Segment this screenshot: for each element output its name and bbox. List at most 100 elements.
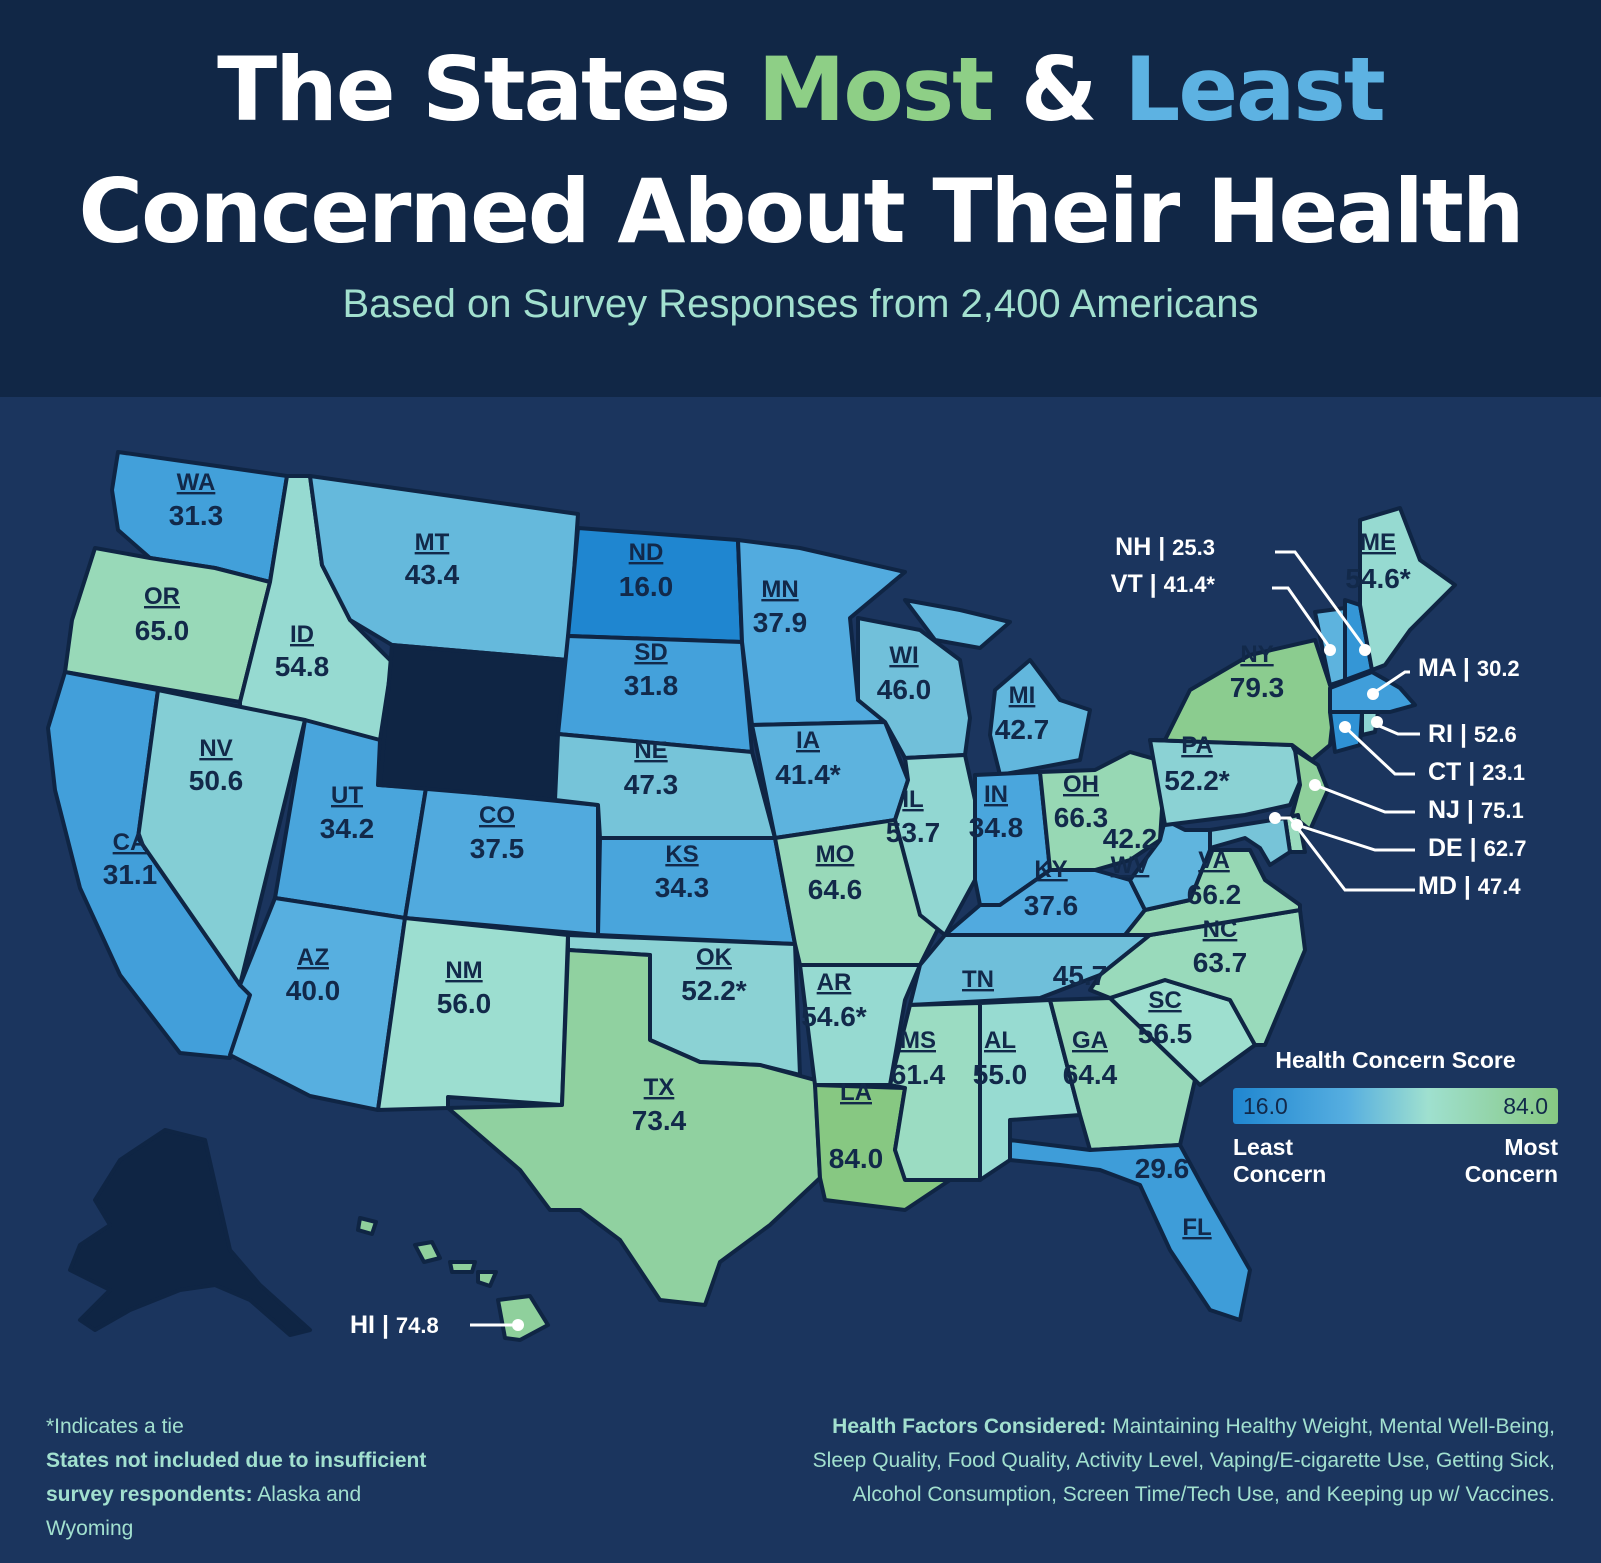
callout-value-ma: 30.2 bbox=[1477, 656, 1520, 681]
state-me[interactable] bbox=[1358, 506, 1457, 672]
state-value-wa: 31.3 bbox=[169, 500, 224, 531]
footnote-left: *Indicates a tie States not included due… bbox=[46, 1410, 446, 1546]
legend-title: Health Concern Score bbox=[1275, 1047, 1516, 1073]
excluded-states-list: Alaska and Wyoming bbox=[46, 1483, 362, 1540]
state-labels: WA 31.3 OR 65.0 CA 31.1 ID 54.8 NV 50.6 MT 43.4 UT 34… bbox=[103, 469, 1527, 1339]
state-value-mn: 37.9 bbox=[753, 607, 808, 638]
us-map: WA 31.3 OR 65.0 CA 31.1 ID 54.8 NV 50.6 MT 43.4 UT 34… bbox=[46, 450, 1527, 1342]
state-abbr-ca: CA bbox=[113, 829, 148, 856]
state-abbr-me: ME bbox=[1360, 529, 1396, 556]
state-abbr-mt: MT bbox=[415, 529, 450, 556]
state-abbr-az: AZ bbox=[297, 944, 329, 971]
callout-value-ct: 23.1 bbox=[1482, 760, 1525, 785]
state-abbr-ne: NE bbox=[634, 737, 667, 764]
state-value-mt: 43.4 bbox=[405, 559, 460, 590]
state-nv[interactable] bbox=[136, 688, 307, 987]
callout-abbr-nh: NH | bbox=[1115, 533, 1172, 561]
state-abbr-tn: TN bbox=[962, 966, 994, 993]
state-fl[interactable] bbox=[1008, 1138, 1252, 1322]
callout-value-de: 62.7 bbox=[1484, 836, 1527, 861]
legend-max-value: 84.0 bbox=[1503, 1093, 1548, 1119]
callout-value-hi: 74.8 bbox=[396, 1313, 439, 1338]
state-abbr-pa: PA bbox=[1181, 732, 1213, 759]
state-abbr-ga: GA bbox=[1072, 1027, 1108, 1054]
state-value-id: 54.8 bbox=[275, 651, 330, 682]
state-value-va: 66.2 bbox=[1187, 879, 1242, 910]
state-abbr-nm: NM bbox=[445, 957, 482, 984]
state-value-nm: 56.0 bbox=[437, 988, 492, 1019]
callout-de: DE | 62.7 bbox=[1428, 834, 1526, 862]
state-value-mo: 64.6 bbox=[808, 874, 863, 905]
state-value-sd: 31.8 bbox=[624, 670, 679, 701]
state-value-oh: 66.3 bbox=[1054, 802, 1109, 833]
state-abbr-mi: MI bbox=[1009, 682, 1036, 709]
callout-abbr-ma: MA | bbox=[1418, 654, 1477, 682]
state-abbr-nv: NV bbox=[199, 735, 232, 762]
state-value-in: 34.8 bbox=[969, 812, 1024, 843]
state-wy bbox=[378, 643, 570, 802]
state-value-nd: 16.0 bbox=[619, 571, 674, 602]
callout-ma: MA | 30.2 bbox=[1418, 654, 1520, 682]
state-value-sc: 56.5 bbox=[1138, 1018, 1193, 1049]
callout-abbr-ct: CT | bbox=[1428, 758, 1482, 786]
callout-value-nh: 25.3 bbox=[1172, 535, 1215, 560]
state-abbr-nc: NC bbox=[1203, 916, 1238, 943]
state-abbr-il: IL bbox=[902, 786, 923, 813]
state-abbr-la: LA bbox=[840, 1079, 872, 1106]
state-value-wv: 42.2 bbox=[1103, 823, 1158, 854]
state-value-tx: 73.4 bbox=[632, 1105, 687, 1136]
state-value-tn: 45.7 bbox=[1053, 960, 1108, 991]
state-abbr-or: OR bbox=[144, 583, 180, 610]
tie-note: *Indicates a tie bbox=[46, 1415, 184, 1438]
title-least-word: Least bbox=[1124, 38, 1386, 141]
callout-value-ri: 52.6 bbox=[1474, 722, 1517, 747]
state-value-ny: 79.3 bbox=[1230, 672, 1285, 703]
state-value-ut: 34.2 bbox=[320, 813, 375, 844]
state-abbr-mo: MO bbox=[816, 841, 855, 868]
map-area: WA 31.3 OR 65.0 CA 31.1 ID 54.8 NV 50.6 MT 43.4 UT 34… bbox=[0, 397, 1601, 1563]
state-value-fl: 29.6 bbox=[1135, 1153, 1190, 1184]
state-value-nv: 50.6 bbox=[189, 765, 244, 796]
state-abbr-wa: WA bbox=[177, 469, 216, 496]
state-hi[interactable] bbox=[356, 1216, 550, 1342]
state-md[interactable] bbox=[1208, 816, 1292, 867]
state-abbr-wv: WV bbox=[1111, 852, 1150, 879]
callout-nj: NJ | 75.1 bbox=[1428, 796, 1524, 824]
health-factors-list: Maintaining Healthy Weight, Mental Well-… bbox=[812, 1415, 1555, 1506]
state-abbr-al: AL bbox=[984, 1027, 1016, 1054]
title-most-word: Most bbox=[757, 38, 994, 141]
title-ampersand: & bbox=[992, 38, 1125, 141]
legend-least-label: Least Concern bbox=[1233, 1134, 1326, 1188]
state-value-ky: 37.6 bbox=[1024, 890, 1079, 921]
state-tx[interactable] bbox=[446, 948, 822, 1307]
header-banner: The States Most & Least Concerned About … bbox=[0, 0, 1601, 397]
callout-ct: CT | 23.1 bbox=[1428, 758, 1525, 786]
state-value-nc: 63.7 bbox=[1193, 947, 1248, 978]
state-value-pa: 52.2* bbox=[1164, 765, 1229, 796]
callout-abbr-ri: RI | bbox=[1428, 720, 1474, 748]
state-abbr-ks: KS bbox=[665, 841, 698, 868]
state-value-or: 65.0 bbox=[135, 615, 190, 646]
state-value-ga: 64.4 bbox=[1063, 1059, 1118, 1090]
callout-abbr-hi: HI | bbox=[350, 1311, 396, 1339]
state-abbr-sc: SC bbox=[1148, 987, 1181, 1014]
page-subtitle: Based on Survey Responses from 2,400 Ame… bbox=[342, 282, 1259, 326]
state-abbr-ia: IA bbox=[796, 727, 820, 754]
state-value-ia: 41.4* bbox=[775, 759, 840, 790]
callout-md: MD | 47.4 bbox=[1418, 872, 1521, 900]
page-title-line-1: The States Most & Least bbox=[0, 38, 1601, 141]
state-abbr-mn: MN bbox=[761, 576, 798, 603]
state-value-ar: 54.6* bbox=[801, 1001, 866, 1032]
callout-value-nj: 75.1 bbox=[1481, 798, 1524, 823]
health-factors-label: Health Factors Considered: bbox=[832, 1415, 1107, 1438]
state-ak bbox=[68, 1128, 312, 1337]
callout-leaders bbox=[470, 550, 1420, 1331]
state-value-ne: 47.3 bbox=[624, 769, 679, 800]
state-value-me: 54.6* bbox=[1345, 563, 1410, 594]
state-abbr-id: ID bbox=[290, 621, 314, 648]
state-value-wi: 46.0 bbox=[877, 674, 932, 705]
state-mi[interactable] bbox=[903, 598, 1092, 777]
state-ar[interactable] bbox=[798, 963, 922, 1087]
state-value-ca: 31.1 bbox=[103, 859, 158, 890]
legend-least-line2: Concern bbox=[1233, 1161, 1327, 1187]
